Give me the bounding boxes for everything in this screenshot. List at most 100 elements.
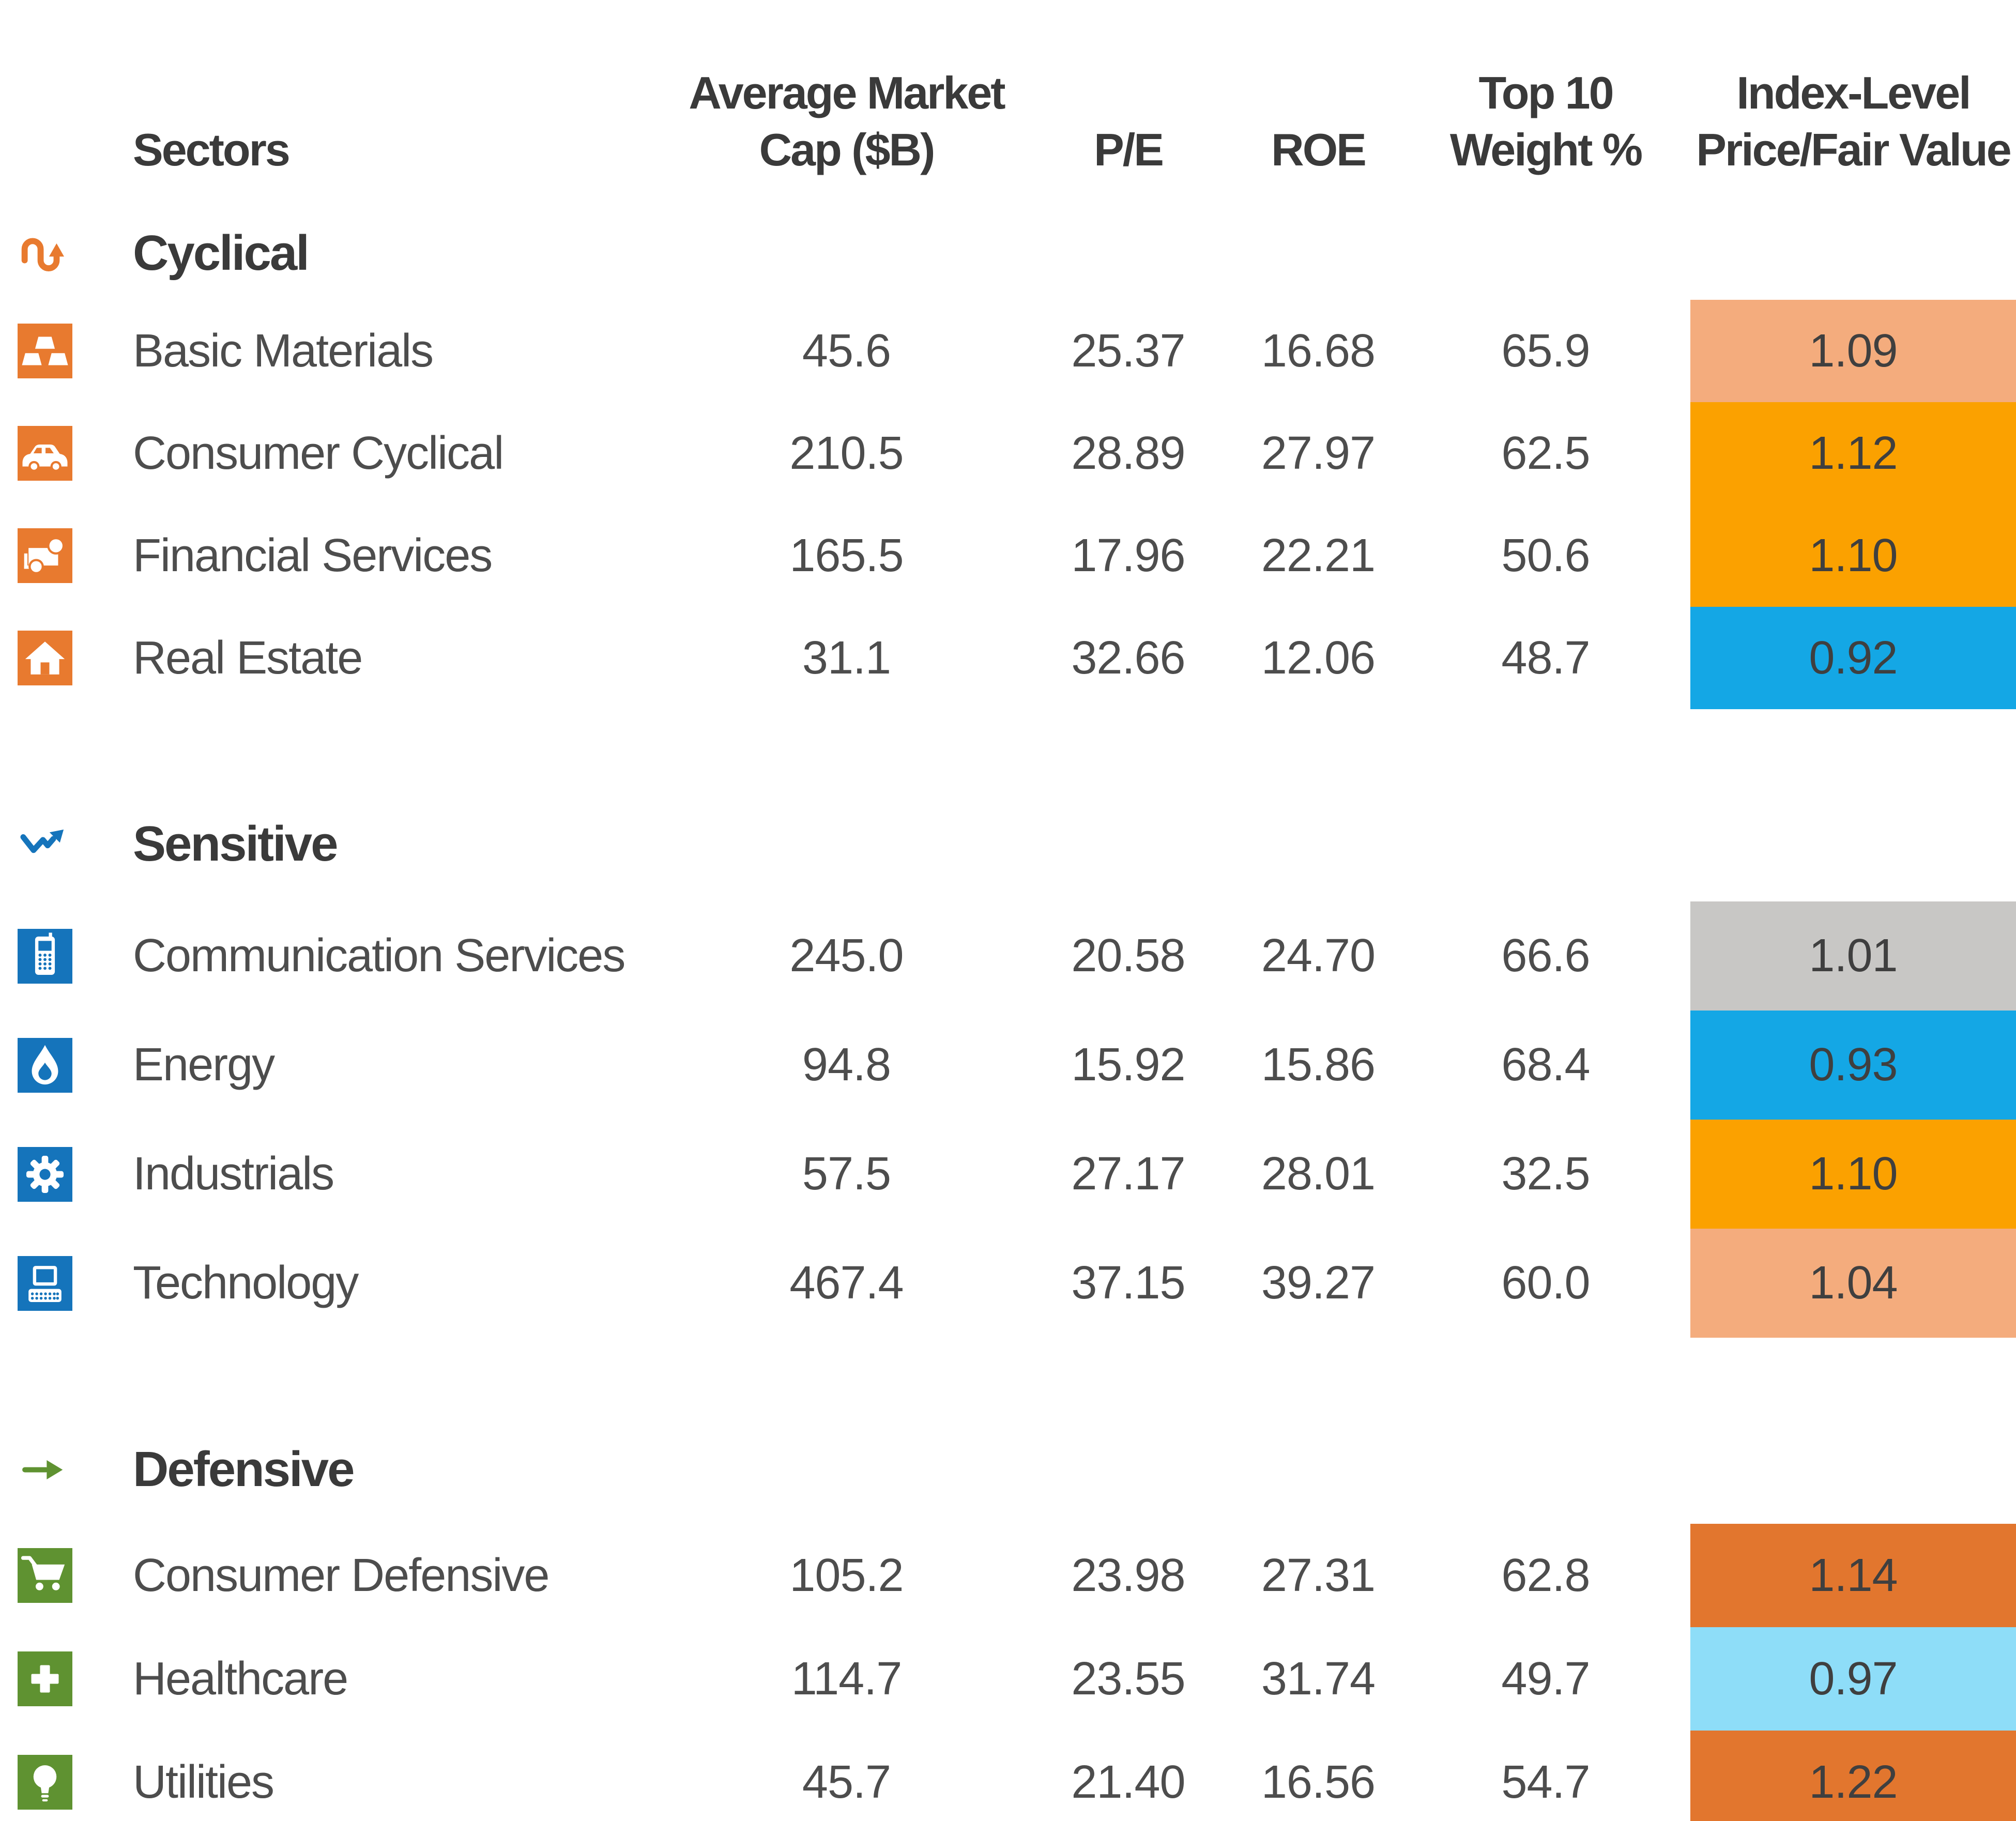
- section-title: Cyclical: [114, 225, 672, 282]
- pe-value: 27.17: [1071, 1148, 1185, 1200]
- sector-icon-cell: [0, 1651, 114, 1706]
- utilities-icon: [18, 1755, 72, 1810]
- sector-icon-cell: [0, 1037, 114, 1093]
- section-rows-cyclical: Basic Materials 45.6 25.37 16.68 65.9 1.09 Co…: [0, 300, 2016, 709]
- section-title: Defensive: [114, 1441, 672, 1498]
- weight-value: 66.6: [1501, 930, 1590, 982]
- industrials-icon: [18, 1146, 72, 1202]
- table-row: Healthcare 114.7 23.55 31.74 49.7 0.97: [0, 1627, 2016, 1731]
- consumer-cyclical-icon: [18, 426, 72, 481]
- sector-label: Communication Services: [133, 930, 625, 982]
- energy-icon: [18, 1037, 72, 1093]
- section-header-defensive: Defensive: [0, 1415, 2016, 1524]
- pe-value: 23.98: [1071, 1549, 1185, 1601]
- weight-value: 65.9: [1501, 325, 1590, 377]
- price-fair-value-cell: 0.97: [1690, 1627, 2016, 1731]
- price-fair-value-label: 0.97: [1809, 1652, 1898, 1705]
- price-fair-value-cell: 1.12: [1690, 402, 2016, 504]
- price-fair-value-label: 1.22: [1809, 1756, 1898, 1808]
- weight-value: 49.7: [1501, 1652, 1590, 1705]
- roe-header-label: ROE: [1271, 124, 1367, 175]
- section-title-label: Sensitive: [133, 816, 339, 871]
- sector-label: Technology: [133, 1257, 359, 1309]
- pe-value: 28.89: [1071, 427, 1185, 479]
- price-fair-value-cell: 1.10: [1690, 504, 2016, 607]
- real-estate-icon: [18, 631, 72, 685]
- market-cap-value: 245.0: [789, 930, 904, 982]
- section-spacer: [0, 709, 2016, 787]
- price-fair-value-label: 1.10: [1809, 1148, 1898, 1200]
- sector-label: Financial Services: [133, 529, 493, 582]
- section-title-label: Defensive: [133, 1442, 355, 1497]
- section-header-cyclical: Cyclical: [0, 207, 2016, 300]
- section-spacer: [0, 1338, 2016, 1415]
- sector-label: Utilities: [133, 1756, 274, 1808]
- price-fair-value-label: 1.10: [1809, 529, 1898, 582]
- weight-value: 68.4: [1501, 1039, 1590, 1091]
- pe-value: 37.15: [1071, 1257, 1185, 1309]
- column-header-market-cap: Average Market Cap ($B): [672, 0, 1021, 207]
- weight-value: 62.5: [1501, 427, 1590, 479]
- table-row: Communication Services 245.0 20.58 24.70 66.…: [0, 901, 2016, 1011]
- basic-materials-icon: [18, 324, 72, 378]
- sector-label: Consumer Cyclical: [133, 427, 504, 479]
- weight-value: 62.8: [1501, 1549, 1590, 1601]
- cyclical-icon: [18, 227, 69, 279]
- market-cap-value: 210.5: [789, 427, 904, 479]
- price-fair-value-label: 0.92: [1809, 632, 1898, 684]
- consumer-defensive-icon: [18, 1548, 72, 1603]
- pfv-header-line2: Price/Fair Value: [1696, 124, 2012, 175]
- sector-label: Healthcare: [133, 1652, 348, 1705]
- weight-header-line1: Top 10: [1478, 67, 1614, 118]
- price-fair-value-cell: 1.14: [1690, 1524, 2016, 1627]
- price-fair-value-cell: 0.93: [1690, 1011, 2016, 1120]
- sector-label: Basic Materials: [133, 325, 434, 377]
- pe-value: 15.92: [1071, 1039, 1185, 1091]
- sector-icon-cell: [0, 1146, 114, 1202]
- sector-label: Real Estate: [133, 632, 363, 684]
- price-fair-value-cell: 1.04: [1690, 1229, 2016, 1338]
- sector-icon-cell: [0, 631, 114, 685]
- sector-label: Consumer Defensive: [133, 1549, 549, 1601]
- price-fair-value-label: 1.09: [1809, 325, 1898, 377]
- sector-icon-cell: [0, 1755, 114, 1810]
- technology-icon: [18, 1256, 72, 1311]
- section-rows-defensive: Consumer Defensive 105.2 23.98 27.31 62.8 1.1…: [0, 1524, 2016, 1821]
- section-icon-cell: [0, 818, 114, 870]
- weight-value: 50.6: [1501, 529, 1590, 582]
- pe-value: 32.66: [1071, 632, 1185, 684]
- sector-icon-cell: [0, 928, 114, 984]
- price-fair-value-cell: 0.92: [1690, 607, 2016, 709]
- roe-value: 31.74: [1261, 1652, 1376, 1705]
- section-header-sensitive: Sensitive: [0, 787, 2016, 901]
- price-fair-value-label: 1.14: [1809, 1549, 1898, 1601]
- market-cap-value: 467.4: [789, 1257, 904, 1309]
- sector-icon-cell: [0, 324, 114, 378]
- price-fair-value-cell: 1.10: [1690, 1120, 2016, 1229]
- pe-value: 25.37: [1071, 325, 1185, 377]
- price-fair-value-label: 1.12: [1809, 427, 1898, 479]
- table-body: Cyclical Basic Materials 45.6 25.37 16.68 65…: [0, 207, 2016, 1821]
- price-fair-value-label: 0.93: [1809, 1039, 1898, 1091]
- sector-icon-cell: [0, 1256, 114, 1311]
- column-header-roe: ROE: [1235, 0, 1401, 207]
- market-cap-header-line1: Average Market: [689, 67, 1005, 118]
- sensitive-icon: [18, 818, 69, 870]
- price-fair-value-label: 1.04: [1809, 1257, 1898, 1309]
- roe-value: 24.70: [1261, 930, 1376, 982]
- header-icon-spacer: [0, 0, 114, 207]
- column-header-price-fair-value: Index-Level Price/Fair Value: [1690, 0, 2016, 207]
- market-cap-value: 31.1: [802, 632, 891, 684]
- section-icon-cell: [0, 1444, 114, 1495]
- pe-value: 17.96: [1071, 529, 1185, 582]
- table-row: Basic Materials 45.6 25.37 16.68 65.9 1.09: [0, 300, 2016, 402]
- sectors-header-label: Sectors: [133, 124, 291, 175]
- pfv-header-line1: Index-Level: [1736, 67, 1971, 118]
- price-fair-value-cell: 1.01: [1690, 901, 2016, 1011]
- roe-value: 39.27: [1261, 1257, 1376, 1309]
- column-header-sectors: Sectors: [114, 0, 672, 207]
- section-title: Sensitive: [114, 816, 672, 873]
- defensive-icon: [18, 1444, 69, 1495]
- roe-value: 27.97: [1261, 427, 1376, 479]
